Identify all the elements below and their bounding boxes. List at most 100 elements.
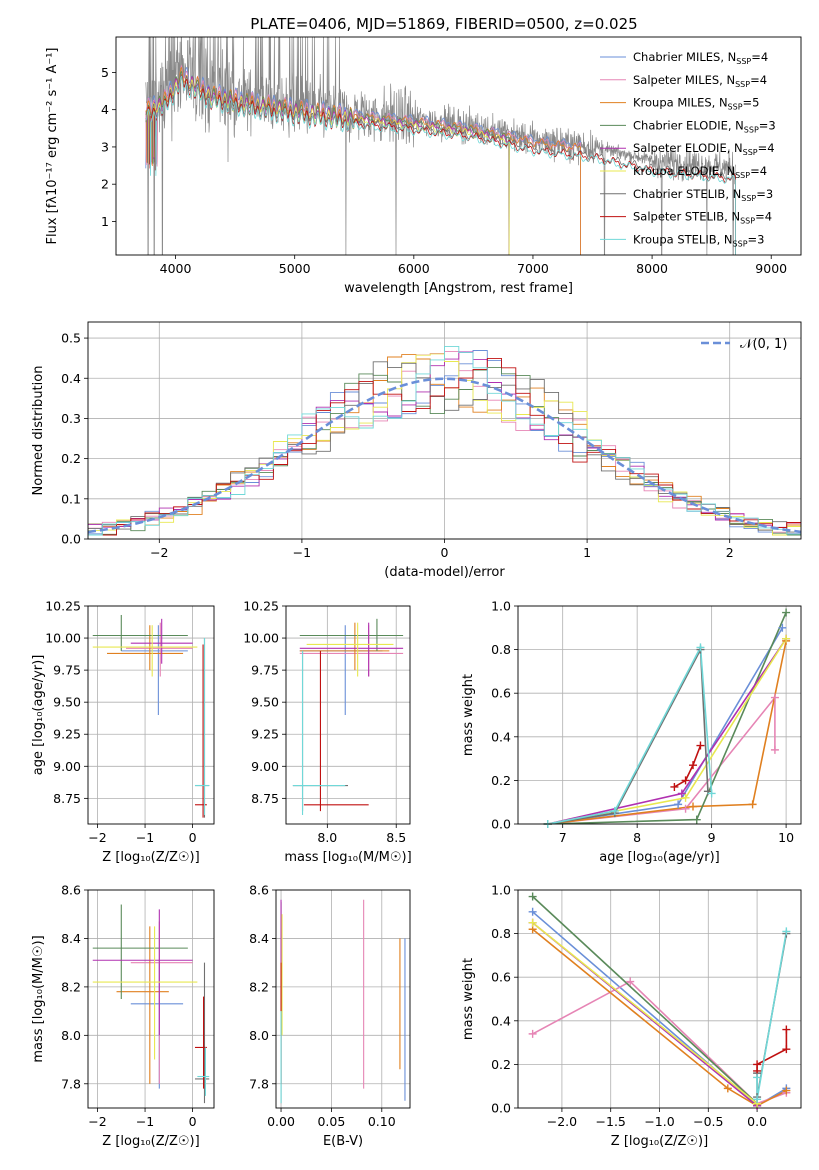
legend-entry: Chabrier ELODIE, NSSP=3 — [633, 118, 776, 134]
y-tick-label: 8.4 — [61, 931, 81, 946]
y-tick-label: 9.50 — [251, 695, 279, 710]
x-tick-label: −2 — [88, 830, 106, 845]
y-tick-label: 0.5 — [61, 331, 81, 346]
y-tick-label: 0.8 — [491, 642, 511, 657]
axes-frame — [87, 321, 802, 540]
weight-marker — [723, 1084, 732, 1093]
y-tick-label: 1.0 — [491, 599, 511, 614]
x-axis-label: (data-model)/error — [384, 565, 505, 580]
weight-marker — [782, 927, 791, 936]
y-tick-label: 0.2 — [491, 1057, 511, 1072]
x-tick-label: 10 — [778, 830, 794, 845]
weight-line — [532, 895, 758, 1105]
axes-frame — [285, 605, 411, 825]
x-axis-label: mass [log₁₀(M/M☉)] — [284, 850, 411, 865]
x-tick-label: 1 — [583, 545, 591, 560]
panel-spectrum: 4000 5000 6000 7000 8000 9000 1 2 3 4 5 wavelength … — [45, 36, 802, 296]
weight-marker — [681, 793, 690, 802]
y-tick-label: 0.4 — [61, 371, 81, 386]
weight-marker — [670, 782, 679, 791]
x-tick-label: 7000 — [517, 261, 549, 276]
x-tick-label: −1.5 — [596, 1114, 626, 1129]
weight-marker — [782, 1086, 791, 1095]
y-tick-label: 7.8 — [61, 1076, 81, 1091]
legend-entry: Salpeter ELODIE, NSSP=4 — [633, 141, 775, 157]
y-tick-label: 7.8 — [249, 1076, 269, 1091]
x-tick-label: 0 — [189, 830, 197, 845]
weight-marker — [753, 1060, 762, 1069]
weight-marker — [707, 789, 716, 798]
legend-entry: 𝒩(0, 1) — [740, 337, 787, 352]
weight-line — [547, 640, 787, 824]
x-tick-label: 0 — [189, 1114, 197, 1129]
x-tick-label: −1.0 — [644, 1114, 674, 1129]
y-tick-label: 8.0 — [249, 1028, 269, 1043]
y-tick-label: 9.75 — [53, 663, 81, 678]
y-tick-label: 1.0 — [491, 883, 511, 898]
weight-marker — [681, 776, 690, 785]
y-tick-label: 9.50 — [53, 695, 81, 710]
plot-area-residuals — [88, 345, 801, 539]
legend-entry: Kroupa MILES, NSSP=5 — [633, 96, 759, 112]
x-tick-label: 9 — [708, 830, 716, 845]
y-tick-label: 0.2 — [61, 451, 81, 466]
y-axis-label: Flux [fλ10⁻¹⁷ erg cm⁻² s⁻¹ A⁻¹] — [45, 48, 60, 245]
axes-frame — [115, 36, 802, 256]
x-tick-label: 4000 — [160, 261, 192, 276]
legend-entry: Salpeter STELIB, NSSP=4 — [633, 210, 772, 226]
panel-mass-vs-ebv: 0.00 0.05 0.10 7.8 8.0 8.2 8.4 8.6 E(B-V) — [249, 883, 411, 1149]
y-tick-label: 0.2 — [491, 773, 511, 788]
weight-marker — [778, 623, 787, 632]
weight-marker — [674, 800, 683, 809]
x-tick-label: 8000 — [636, 261, 668, 276]
weight-marker — [696, 741, 705, 750]
figure-title: PLATE=0406, MJD=51869, FIBERID=0500, z=0… — [250, 15, 637, 33]
legend-entry: Chabrier MILES, NSSP=4 — [633, 50, 768, 66]
y-tick-label: 8.2 — [249, 979, 269, 994]
axes-frame — [87, 605, 215, 825]
y-tick-label: 2 — [101, 177, 109, 192]
y-axis-label: Normed distribution — [31, 366, 46, 496]
legend-entry: Kroupa ELODIE, NSSP=4 — [633, 164, 767, 180]
y-tick-label: 9.75 — [251, 663, 279, 678]
weight-marker — [528, 1029, 537, 1038]
weight-marker — [528, 907, 537, 916]
legend: Chabrier MILES, NSSP=4 Salpeter MILES, NS… — [600, 50, 776, 248]
x-tick-label: 0.05 — [317, 1114, 345, 1129]
x-tick-label: 0 — [441, 545, 449, 560]
weight-marker — [610, 806, 619, 815]
y-tick-label: 10.00 — [243, 631, 279, 646]
y-tick-label: 3 — [101, 139, 109, 154]
y-tick-label: 9.25 — [53, 727, 81, 742]
panel-age-vs-Z: −2 −1 0 8.75 9.00 9.25 9.50 9.75 10.00 10.25 Z [lo… — [31, 599, 215, 865]
weight-marker — [770, 693, 779, 702]
y-tick-label: 0.4 — [491, 1013, 511, 1028]
y-tick-label: 0.3 — [61, 411, 81, 426]
weight-marker — [692, 815, 701, 824]
y-tick-label: 8.2 — [61, 979, 81, 994]
panel-weight-vs-Z: −2.0 −1.5 −1.0 −0.5 0.0 0.0 0.2 0.4 0.6 0.8 1.0 Z [… — [461, 883, 802, 1149]
y-axis-label: mass weight — [461, 958, 476, 1040]
weight-line — [532, 922, 758, 1105]
weight-line — [532, 928, 787, 1107]
x-tick-label: −2.0 — [547, 1114, 577, 1129]
x-axis-label: Z [log₁₀(Z/Z☉)] — [102, 1134, 199, 1149]
x-tick-label: 7 — [559, 830, 567, 845]
axes-frame — [517, 889, 802, 1109]
y-tick-label: 10.25 — [45, 599, 81, 614]
x-tick-label: 2 — [726, 545, 734, 560]
weight-marker — [528, 892, 537, 901]
y-tick-label: 8.75 — [53, 791, 81, 806]
y-axis-label: mass weight — [461, 674, 476, 756]
weight-marker — [782, 1025, 791, 1034]
x-tick-label: −0.5 — [693, 1114, 723, 1129]
legend-entry: Chabrier STELIB, NSSP=3 — [633, 187, 773, 203]
x-tick-label: 6000 — [398, 261, 430, 276]
panel-residuals: −2 −1 0 1 2 0.0 0.1 0.2 0.3 0.4 0.5 (data-model)/er… — [31, 321, 802, 580]
y-tick-label: 0.6 — [491, 970, 511, 985]
axes-frame — [87, 889, 215, 1109]
y-tick-label: 10.00 — [45, 631, 81, 646]
weight-marker — [689, 761, 698, 770]
weight-marker — [748, 800, 757, 809]
